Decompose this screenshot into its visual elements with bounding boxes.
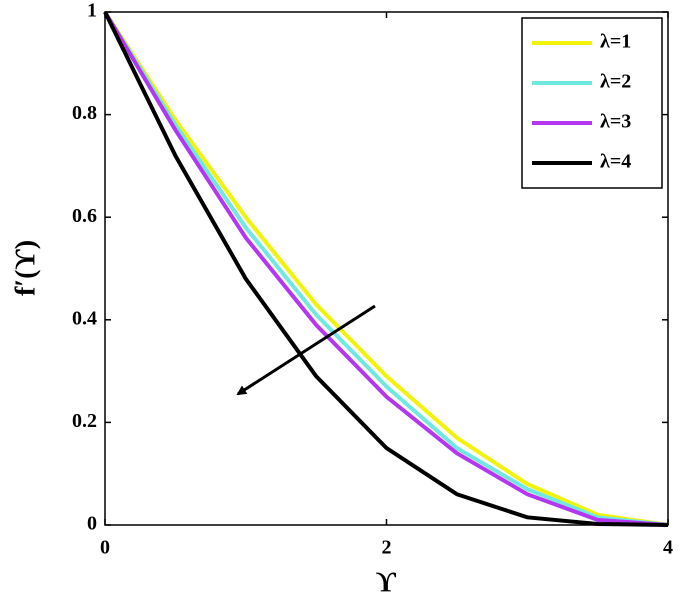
legend-label: λ=1 — [600, 31, 631, 53]
x-tick-label: 2 — [382, 537, 392, 559]
y-tick-label: 1 — [87, 0, 97, 22]
series-line — [103, 10, 669, 527]
series-line — [103, 10, 669, 527]
y-tick-label: 0 — [87, 513, 97, 535]
series-line — [103, 10, 669, 527]
y-tick-label: 0.4 — [72, 307, 97, 329]
lines — [103, 10, 669, 527]
legend-label: λ=3 — [600, 111, 631, 133]
y-axis-label: f′(ϒ) — [10, 240, 41, 296]
x-tick-label: 0 — [100, 537, 110, 559]
x-tick-label: 4 — [663, 537, 673, 559]
legend-box — [521, 17, 663, 189]
trend-arrow — [236, 304, 376, 396]
x-axis-label: ϒ — [376, 567, 397, 598]
legend-label: λ=4 — [600, 151, 631, 173]
legend-label: λ=2 — [600, 71, 631, 93]
y-tick-label: 0.8 — [72, 102, 97, 124]
series-line — [103, 11, 669, 527]
y-tick-label: 0.6 — [72, 205, 97, 227]
y-tick-label: 0.2 — [72, 410, 97, 432]
